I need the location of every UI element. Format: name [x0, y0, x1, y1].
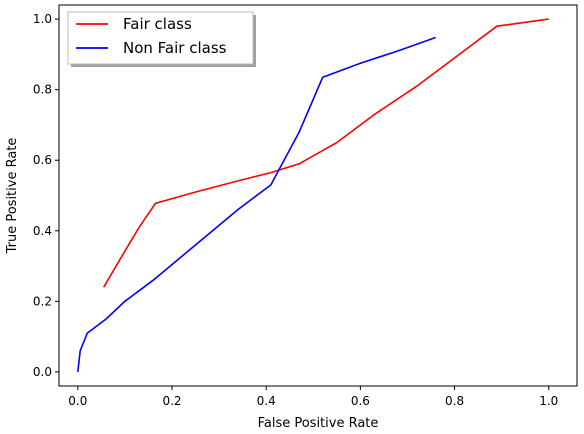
x-axis: 0.0 0.2 0.4 0.6 0.8 1.0: [68, 386, 558, 408]
y-tick-label: 0.4: [33, 224, 52, 238]
y-tick-label: 0.8: [33, 83, 52, 97]
legend-label-0: Fair class: [123, 15, 192, 33]
y-tick-label: 1.0: [33, 12, 52, 26]
y-tick-label: 0.2: [33, 294, 52, 308]
plot-lines: [77, 18, 549, 372]
x-tick-label: 1.0: [539, 394, 558, 408]
x-tick-label: 0.0: [68, 394, 87, 408]
y-tick-label: 0.6: [33, 153, 52, 167]
x-tick-label: 0.2: [162, 394, 181, 408]
x-tick-label: 0.6: [351, 394, 370, 408]
legend-box: [67, 11, 254, 65]
series-line-1: [77, 36, 436, 372]
legend-label-1: Non Fair class: [123, 39, 227, 57]
legend: Fair class Non Fair class: [67, 11, 256, 67]
y-tick-label: 0.0: [33, 365, 52, 379]
plot-frame: [58, 4, 578, 387]
y-axis-title: True Positive Rate: [5, 138, 20, 255]
series-line-0: [103, 18, 549, 288]
x-tick-label: 0.8: [445, 394, 464, 408]
x-axis-title: False Positive Rate: [258, 416, 379, 431]
x-tick-label: 0.4: [257, 394, 276, 408]
y-axis: 0.0 0.2 0.4 0.6 0.8 1.0: [33, 12, 59, 379]
